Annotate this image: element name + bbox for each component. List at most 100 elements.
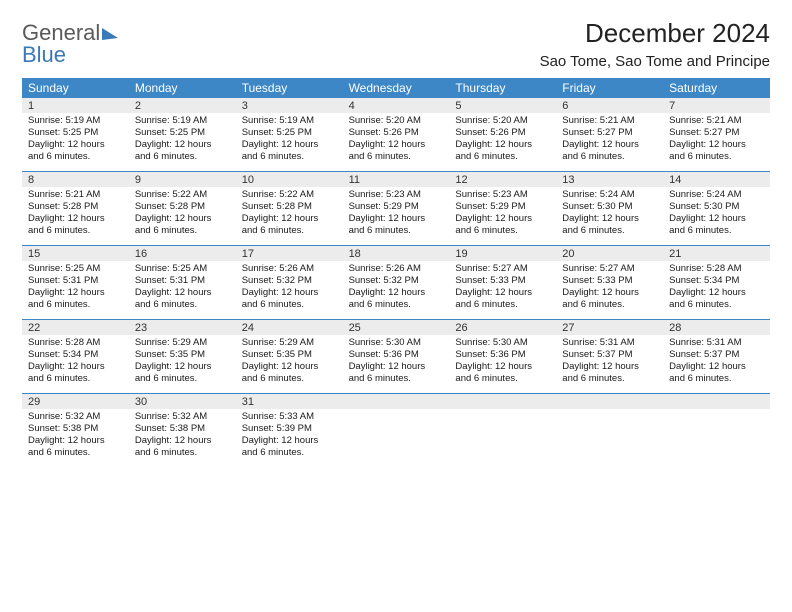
day-number: 19 (449, 246, 556, 261)
sunrise-line: Sunrise: 5:26 AM (242, 263, 337, 275)
day-number: 1 (22, 98, 129, 113)
sunrise-line: Sunrise: 5:24 AM (562, 189, 657, 201)
sunset-line: Sunset: 5:32 PM (349, 275, 444, 287)
daynum-row: 15161718192021 (22, 246, 770, 261)
daylight-line: Daylight: 12 hours and 6 minutes. (135, 287, 230, 311)
sunrise-line: Sunrise: 5:22 AM (135, 189, 230, 201)
daylight-line: Daylight: 12 hours and 6 minutes. (562, 287, 657, 311)
daynum-row: 22232425262728 (22, 320, 770, 335)
day-cell: Sunrise: 5:23 AMSunset: 5:29 PMDaylight:… (343, 187, 450, 245)
sunrise-line: Sunrise: 5:21 AM (562, 115, 657, 127)
sunset-line: Sunset: 5:28 PM (242, 201, 337, 213)
sunset-line: Sunset: 5:37 PM (562, 349, 657, 361)
daylight-line: Daylight: 12 hours and 6 minutes. (28, 139, 123, 163)
daylight-line: Daylight: 12 hours and 6 minutes. (349, 213, 444, 237)
day-number: 15 (22, 246, 129, 261)
dow-saturday: Saturday (663, 78, 770, 98)
day-cell: Sunrise: 5:19 AMSunset: 5:25 PMDaylight:… (236, 113, 343, 171)
sunset-line: Sunset: 5:33 PM (562, 275, 657, 287)
daylight-line: Daylight: 12 hours and 6 minutes. (135, 361, 230, 385)
day-number: 14 (663, 172, 770, 187)
day-of-week-header: SundayMondayTuesdayWednesdayThursdayFrid… (22, 78, 770, 98)
daylight-line: Daylight: 12 hours and 6 minutes. (28, 435, 123, 459)
day-cell: Sunrise: 5:27 AMSunset: 5:33 PMDaylight:… (449, 261, 556, 319)
cells-row: Sunrise: 5:25 AMSunset: 5:31 PMDaylight:… (22, 261, 770, 319)
sunrise-line: Sunrise: 5:30 AM (455, 337, 550, 349)
day-cell: Sunrise: 5:30 AMSunset: 5:36 PMDaylight:… (449, 335, 556, 393)
daylight-line: Daylight: 12 hours and 6 minutes. (349, 361, 444, 385)
sunset-line: Sunset: 5:27 PM (562, 127, 657, 139)
day-cell: Sunrise: 5:21 AMSunset: 5:27 PMDaylight:… (663, 113, 770, 171)
sunrise-line: Sunrise: 5:20 AM (455, 115, 550, 127)
title-block: December 2024 Sao Tome, Sao Tome and Pri… (540, 18, 770, 70)
page-title: December 2024 (540, 18, 770, 49)
sunset-line: Sunset: 5:36 PM (455, 349, 550, 361)
sunrise-line: Sunrise: 5:19 AM (135, 115, 230, 127)
day-number: 30 (129, 394, 236, 409)
daylight-line: Daylight: 12 hours and 6 minutes. (669, 213, 764, 237)
sunrise-line: Sunrise: 5:25 AM (135, 263, 230, 275)
daylight-line: Daylight: 12 hours and 6 minutes. (562, 139, 657, 163)
sunset-line: Sunset: 5:33 PM (455, 275, 550, 287)
day-cell: Sunrise: 5:21 AMSunset: 5:27 PMDaylight:… (556, 113, 663, 171)
day-number: 11 (343, 172, 450, 187)
daylight-line: Daylight: 12 hours and 6 minutes. (28, 287, 123, 311)
sunset-line: Sunset: 5:28 PM (135, 201, 230, 213)
day-number: 6 (556, 98, 663, 113)
daynum-row: 1234567 (22, 98, 770, 113)
daylight-line: Daylight: 12 hours and 6 minutes. (455, 287, 550, 311)
day-number: 20 (556, 246, 663, 261)
day-cell: Sunrise: 5:25 AMSunset: 5:31 PMDaylight:… (22, 261, 129, 319)
day-cell: Sunrise: 5:20 AMSunset: 5:26 PMDaylight:… (449, 113, 556, 171)
daylight-line: Daylight: 12 hours and 6 minutes. (242, 361, 337, 385)
day-number: 24 (236, 320, 343, 335)
header: General Blue December 2024 Sao Tome, Sao… (22, 18, 770, 70)
day-cell: Sunrise: 5:28 AMSunset: 5:34 PMDaylight:… (22, 335, 129, 393)
day-cell (556, 409, 663, 467)
sunset-line: Sunset: 5:34 PM (669, 275, 764, 287)
daylight-line: Daylight: 12 hours and 6 minutes. (242, 213, 337, 237)
daylight-line: Daylight: 12 hours and 6 minutes. (669, 287, 764, 311)
day-cell (663, 409, 770, 467)
sunrise-line: Sunrise: 5:28 AM (28, 337, 123, 349)
day-number: 22 (22, 320, 129, 335)
dow-sunday: Sunday (22, 78, 129, 98)
sunset-line: Sunset: 5:35 PM (242, 349, 337, 361)
day-cell: Sunrise: 5:24 AMSunset: 5:30 PMDaylight:… (663, 187, 770, 245)
sunrise-line: Sunrise: 5:24 AM (669, 189, 764, 201)
day-cell: Sunrise: 5:26 AMSunset: 5:32 PMDaylight:… (343, 261, 450, 319)
dow-thursday: Thursday (449, 78, 556, 98)
daylight-line: Daylight: 12 hours and 6 minutes. (28, 361, 123, 385)
day-number: 4 (343, 98, 450, 113)
cells-row: Sunrise: 5:21 AMSunset: 5:28 PMDaylight:… (22, 187, 770, 245)
daynum-row: 891011121314 (22, 172, 770, 187)
cells-row: Sunrise: 5:32 AMSunset: 5:38 PMDaylight:… (22, 409, 770, 467)
sunset-line: Sunset: 5:25 PM (135, 127, 230, 139)
sunset-line: Sunset: 5:35 PM (135, 349, 230, 361)
sunrise-line: Sunrise: 5:19 AM (28, 115, 123, 127)
dow-monday: Monday (129, 78, 236, 98)
sunrise-line: Sunrise: 5:25 AM (28, 263, 123, 275)
sunset-line: Sunset: 5:38 PM (135, 423, 230, 435)
day-cell: Sunrise: 5:26 AMSunset: 5:32 PMDaylight:… (236, 261, 343, 319)
sunrise-line: Sunrise: 5:21 AM (28, 189, 123, 201)
cells-row: Sunrise: 5:19 AMSunset: 5:25 PMDaylight:… (22, 113, 770, 171)
daylight-line: Daylight: 12 hours and 6 minutes. (242, 139, 337, 163)
day-number: 10 (236, 172, 343, 187)
day-cell: Sunrise: 5:25 AMSunset: 5:31 PMDaylight:… (129, 261, 236, 319)
daylight-line: Daylight: 12 hours and 6 minutes. (242, 435, 337, 459)
day-number: 3 (236, 98, 343, 113)
day-cell: Sunrise: 5:22 AMSunset: 5:28 PMDaylight:… (129, 187, 236, 245)
sunrise-line: Sunrise: 5:28 AM (669, 263, 764, 275)
day-cell: Sunrise: 5:27 AMSunset: 5:33 PMDaylight:… (556, 261, 663, 319)
day-cell: Sunrise: 5:20 AMSunset: 5:26 PMDaylight:… (343, 113, 450, 171)
logo: General Blue (22, 22, 118, 66)
day-cell: Sunrise: 5:30 AMSunset: 5:36 PMDaylight:… (343, 335, 450, 393)
day-cell: Sunrise: 5:22 AMSunset: 5:28 PMDaylight:… (236, 187, 343, 245)
sunset-line: Sunset: 5:32 PM (242, 275, 337, 287)
sunrise-line: Sunrise: 5:31 AM (562, 337, 657, 349)
daylight-line: Daylight: 12 hours and 6 minutes. (455, 139, 550, 163)
day-cell: Sunrise: 5:32 AMSunset: 5:38 PMDaylight:… (22, 409, 129, 467)
day-number: 17 (236, 246, 343, 261)
sunset-line: Sunset: 5:34 PM (28, 349, 123, 361)
